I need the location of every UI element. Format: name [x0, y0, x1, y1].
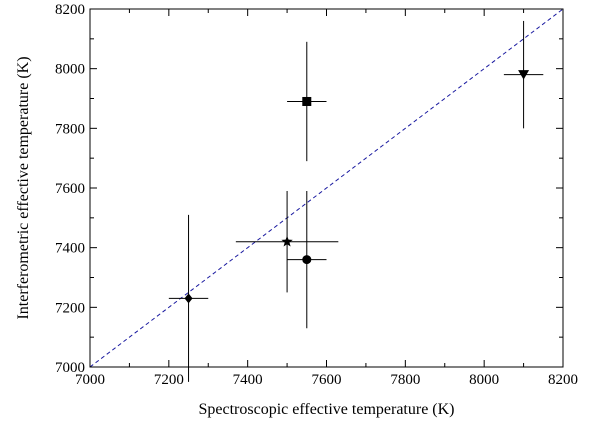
y-tick-label: 7800 [55, 121, 85, 137]
x-tick-label: 7600 [312, 372, 342, 388]
data-point-triangle-down [518, 70, 530, 80]
x-tick-label: 8200 [548, 372, 578, 388]
x-tick-label: 7800 [390, 372, 420, 388]
data-point-square [302, 96, 312, 106]
y-tick-label: 7200 [55, 300, 85, 316]
y-tick-label: 8200 [55, 2, 85, 18]
data-point-star [281, 235, 293, 247]
y-tick-label: 7400 [55, 241, 85, 257]
data-point-circle [302, 255, 312, 265]
data-point-diamond [184, 293, 193, 304]
y-axis-label: Interferometric effective temperature (K… [15, 56, 32, 319]
one-to-one-reference-line [89, 8, 564, 368]
x-tick-label: 7000 [75, 372, 105, 388]
x-tick-label: 8000 [469, 372, 499, 388]
y-tick-label: 8000 [55, 62, 85, 78]
x-tick-label: 7400 [233, 372, 263, 388]
x-tick-label: 7200 [154, 372, 184, 388]
y-tick-label: 7600 [55, 181, 85, 197]
x-axis-label: Spectroscopic effective temperature (K) [198, 401, 454, 418]
y-tick-label: 7000 [55, 360, 85, 376]
